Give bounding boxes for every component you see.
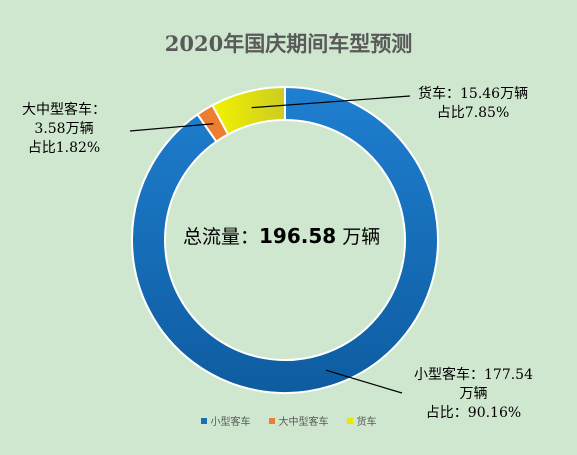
label-small-bus: 小型客车：177.54 万辆 占比：90.16% [414, 367, 533, 421]
legend-swatch [200, 417, 207, 424]
legend-swatch [268, 417, 275, 424]
legend-item-large-bus: 大中型客车 [268, 413, 329, 428]
total-flow-label: 总流量：196.58 万辆 [183, 222, 380, 249]
chart-title: 2020年国庆期间车型预测 [164, 31, 413, 56]
label-large-bus: 大中型客车： 3.58万辆 占比1.82% [22, 102, 106, 156]
leader-small-bus [325, 369, 403, 394]
slice-small-bus [131, 85, 439, 394]
label-truck: 货车：15.46万辆 占比7.85% [418, 86, 529, 121]
leader-large-bus [129, 123, 214, 132]
total-flow-unit: 万辆 [342, 226, 381, 248]
chart-legend: 小型客车 大中型客车 货车 [0, 413, 577, 428]
total-flow-value: 196.58 [259, 224, 337, 248]
leader-truck [251, 95, 411, 109]
legend-swatch [346, 417, 353, 424]
legend-item-truck: 货车 [346, 413, 377, 428]
slice-truck [211, 85, 286, 136]
legend-item-small-bus: 小型客车 [200, 413, 251, 428]
legend-label: 小型客车 [210, 417, 251, 428]
legend-label: 大中型客车 [278, 417, 329, 428]
total-flow-caption: 总流量： [183, 226, 260, 248]
legend-label: 货车 [356, 417, 377, 428]
